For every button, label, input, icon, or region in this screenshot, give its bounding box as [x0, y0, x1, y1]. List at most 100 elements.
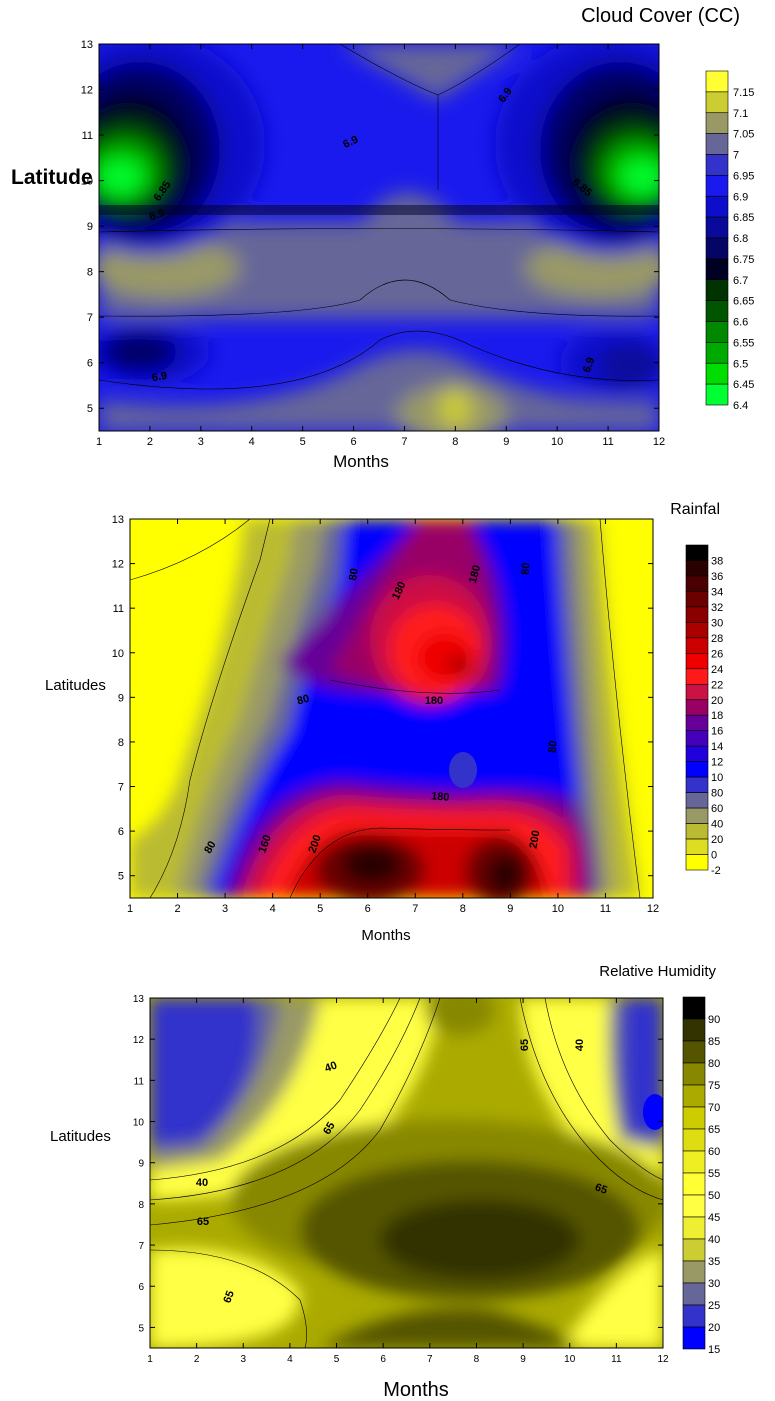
x-tick-label: 4 [287, 1354, 293, 1365]
legend-swatch [685, 823, 709, 840]
x-tick-label: 2 [174, 903, 180, 915]
x-tick-label: 5 [317, 903, 323, 915]
y-tick-label: 5 [138, 1323, 144, 1334]
x-tick-label: 12 [647, 903, 659, 915]
legend-label: 6.55 [733, 337, 754, 349]
legend-swatch [682, 1260, 706, 1284]
legend-swatch [705, 300, 729, 322]
x-tick-label: 3 [240, 1354, 246, 1365]
y-tick-label: 6 [118, 826, 124, 838]
x-tick-label: 1 [127, 903, 133, 915]
legend-label: 10 [711, 772, 723, 784]
legend-swatch [685, 668, 709, 685]
legend-swatch [685, 575, 709, 592]
y-tick-label: 9 [87, 221, 93, 233]
y-tick-label: 6 [87, 358, 93, 370]
contour-label: 80 [296, 693, 311, 708]
legend-label: 65 [708, 1124, 720, 1136]
legend-label: 6.95 [733, 170, 754, 182]
legend-swatch [682, 1062, 706, 1086]
x-tick-label: 3 [198, 436, 204, 448]
legend-swatch [705, 258, 729, 281]
legend-label: 6.6 [733, 317, 748, 329]
x-tick-label: 1 [96, 436, 102, 448]
cloud-cover-y-label: Latitude [11, 166, 93, 189]
y-tick-label: 11 [134, 1076, 145, 1087]
cloud-cover-x-label: Months [333, 452, 389, 471]
legend-label: 6.85 [733, 212, 754, 224]
y-tick-label: 8 [87, 267, 93, 279]
legend-label: 16 [711, 726, 723, 738]
legend-label: 60 [708, 1146, 720, 1158]
legend-swatch [685, 637, 709, 654]
y-tick-label: 13 [81, 39, 93, 51]
legend-swatch [685, 792, 709, 809]
legend-label: 18 [711, 710, 723, 722]
legend-label: 22 [711, 679, 723, 691]
y-tick-label: 11 [82, 130, 93, 142]
legend-label: 24 [711, 664, 723, 676]
legend-label: 6.9 [733, 191, 748, 203]
legend-swatch [685, 854, 709, 871]
legend-label: 6.65 [733, 296, 754, 308]
contour-label: 40 [196, 1177, 208, 1189]
contour-label: 6.9 [581, 356, 598, 374]
legend-swatch [682, 996, 706, 1020]
rainfall-panel: Rainfal [45, 501, 723, 944]
y-tick-label: 11 [113, 603, 124, 615]
x-tick-label: 5 [334, 1354, 340, 1365]
legend-swatch [685, 591, 709, 608]
y-tick-label: 12 [133, 1035, 145, 1046]
x-tick-label: 10 [552, 903, 564, 915]
legend-swatch [682, 1084, 706, 1108]
legend-swatch [705, 195, 729, 218]
legend-swatch [685, 745, 709, 762]
rainfall-y-label: Latitudes [45, 677, 106, 694]
legend-label: 28 [711, 633, 723, 645]
legend-swatch [705, 112, 729, 134]
legend-label: 14 [711, 741, 723, 753]
legend-label: 36 [711, 571, 723, 583]
legend-label: 80 [711, 788, 723, 800]
y-tick-label: 12 [81, 85, 93, 97]
contour-label: 80 [547, 740, 560, 753]
legend-label: 6.8 [733, 233, 748, 245]
contour-label: 65 [197, 1216, 209, 1228]
legend-label: 12 [711, 757, 723, 769]
y-tick-label: 13 [112, 514, 124, 526]
humidity-x-ticks: 1 2 3 4 5 6 7 8 9 10 11 12 [147, 998, 669, 1365]
contour-label: 6.9 [341, 134, 360, 151]
y-tick-label: 12 [112, 559, 124, 571]
legend-label: 38 [711, 555, 723, 567]
legend-swatch [682, 1326, 706, 1350]
legend-label: 6.75 [733, 254, 754, 266]
y-tick-label: 7 [118, 782, 124, 794]
x-tick-label: 9 [503, 436, 509, 448]
legend-label: 7.15 [733, 87, 754, 99]
humidity-panel: Relative Humidity [50, 963, 720, 1401]
legend-swatch [705, 342, 729, 364]
y-tick-label: 10 [112, 648, 124, 660]
cloud-cover-x-ticks: 1 2 3 4 5 6 7 8 9 10 11 12 [96, 44, 665, 448]
legend-label: 25 [708, 1300, 720, 1312]
legend-label: 32 [711, 602, 723, 614]
contour-label: 40 [574, 1039, 586, 1051]
contour-label: 180 [467, 564, 483, 585]
legend-swatch [685, 714, 709, 732]
y-tick-label: 10 [81, 176, 93, 188]
legend-label: 75 [708, 1080, 720, 1092]
legend-swatch [685, 683, 709, 701]
x-tick-label: 8 [452, 436, 458, 448]
humidity-legend: 90 85 80 75 70 65 60 55 50 45 40 35 30 25 20 15 [682, 996, 720, 1356]
x-tick-label: 4 [249, 436, 255, 448]
legend-swatch [682, 1106, 706, 1130]
legend-label: 34 [711, 586, 723, 598]
x-tick-label: 4 [270, 903, 276, 915]
humidity-title: Relative Humidity [599, 963, 716, 980]
legend-label: 15 [708, 1344, 720, 1356]
rainfall-field [130, 519, 653, 898]
legend-swatch [682, 1040, 706, 1064]
x-tick-label: 7 [427, 1354, 433, 1365]
humidity-contour-labels: 40 65 40 65 65 65 40 65 [196, 1039, 609, 1305]
